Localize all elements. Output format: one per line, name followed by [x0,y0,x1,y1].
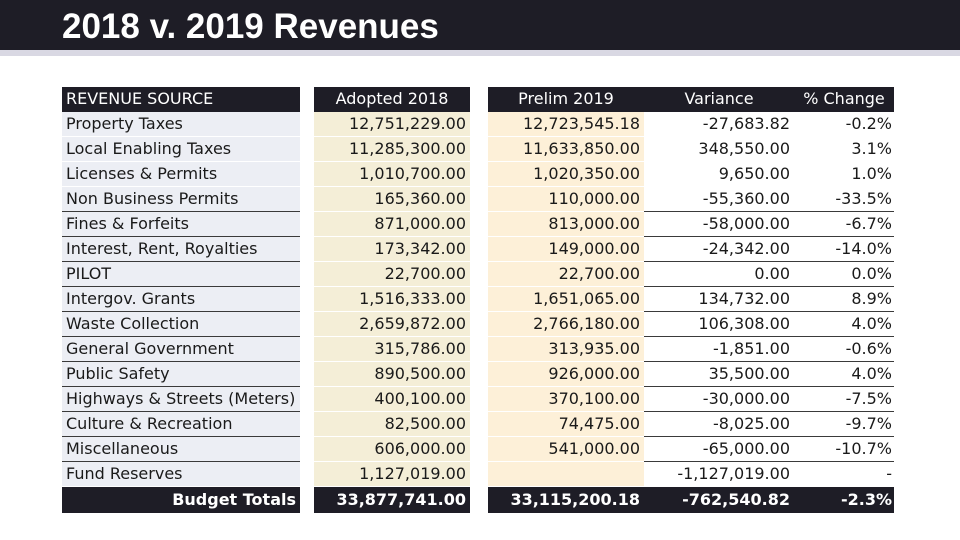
header-revenue-source: REVENUE SOURCE [62,87,300,112]
total-variance: -762,540.82 [644,487,794,513]
cell-adopted-2018: 1,010,700.00 [314,162,470,187]
cell-adopted-2018: 11,285,300.00 [314,137,470,162]
cell-source: PILOT [62,262,300,287]
cell-prelim-2019 [488,462,644,487]
cell-source: Licenses & Permits [62,162,300,187]
cell-variance: -58,000.00 [644,212,794,237]
cell-variance: 134,732.00 [644,287,794,312]
column-adopted-2018: Adopted 2018 12,751,229.00 11,285,300.00 1… [314,87,470,513]
cell-source: Public Safety [62,362,300,387]
cell-adopted-2018: 1,516,333.00 [314,287,470,312]
cell-prelim-2019: 12,723,545.18 [488,112,644,137]
cell-source: Fund Reserves [62,462,300,487]
slide-title: 2018 v. 2019 Revenues [62,7,439,46]
header-pct-change: % Change [794,87,894,112]
header-variance: Variance [644,87,794,112]
cell-variance: -55,360.00 [644,187,794,212]
cell-source: Miscellaneous [62,437,300,462]
cell-pct-change: -0.2% [794,112,894,137]
cell-adopted-2018: 400,100.00 [314,387,470,412]
column-pct-change: % Change -0.2% 3.1% 1.0% -33.5% -6.7% -14.0% 0… [794,87,894,513]
cell-variance: -1,127,019.00 [644,462,794,487]
cell-prelim-2019: 813,000.00 [488,212,644,237]
cell-pct-change: 3.1% [794,137,894,162]
header-adopted-2018: Adopted 2018 [314,87,470,112]
cell-variance: 9,650.00 [644,162,794,187]
cell-variance: -27,683.82 [644,112,794,137]
cell-pct-change: -7.5% [794,387,894,412]
cell-prelim-2019: 370,100.00 [488,387,644,412]
total-prelim-2019: 33,115,200.18 [488,487,644,513]
title-bar [0,0,960,50]
cell-pct-change: 0.0% [794,262,894,287]
cell-prelim-2019: 926,000.00 [488,362,644,387]
total-adopted-2018: 33,877,741.00 [314,487,470,513]
cell-prelim-2019: 1,651,065.00 [488,287,644,312]
cell-source: Property Taxes [62,112,300,137]
cell-variance: -1,851.00 [644,337,794,362]
cell-source: Non Business Permits [62,187,300,212]
cell-source: Local Enabling Taxes [62,137,300,162]
cell-pct-change: - [794,462,894,487]
cell-adopted-2018: 165,360.00 [314,187,470,212]
cell-pct-change: -6.7% [794,212,894,237]
cell-adopted-2018: 82,500.00 [314,412,470,437]
cell-prelim-2019: 22,700.00 [488,262,644,287]
cell-pct-change: -10.7% [794,437,894,462]
title-accent-bar [0,50,960,56]
cell-variance: -30,000.00 [644,387,794,412]
cell-prelim-2019: 74,475.00 [488,412,644,437]
cell-variance: -8,025.00 [644,412,794,437]
cell-prelim-2019: 313,935.00 [488,337,644,362]
cell-source: Intergov. Grants [62,287,300,312]
cell-prelim-2019: 541,000.00 [488,437,644,462]
total-label: Budget Totals [62,487,300,513]
cell-variance: 348,550.00 [644,137,794,162]
cell-pct-change: 4.0% [794,362,894,387]
cell-variance: -65,000.00 [644,437,794,462]
cell-adopted-2018: 22,700.00 [314,262,470,287]
column-variance: Variance -27,683.82 348,550.00 9,650.00 -55… [644,87,794,513]
cell-source: General Government [62,337,300,362]
cell-pct-change: -14.0% [794,237,894,262]
cell-pct-change: 1.0% [794,162,894,187]
cell-pct-change: 8.9% [794,287,894,312]
total-pct-change: -2.3% [794,487,894,513]
cell-variance: -24,342.00 [644,237,794,262]
cell-source: Culture & Recreation [62,412,300,437]
cell-adopted-2018: 871,000.00 [314,212,470,237]
cell-adopted-2018: 606,000.00 [314,437,470,462]
cell-adopted-2018: 2,659,872.00 [314,312,470,337]
cell-source: Waste Collection [62,312,300,337]
cell-adopted-2018: 890,500.00 [314,362,470,387]
header-prelim-2019: Prelim 2019 [488,87,644,112]
cell-prelim-2019: 110,000.00 [488,187,644,212]
cell-variance: 35,500.00 [644,362,794,387]
cell-prelim-2019: 1,020,350.00 [488,162,644,187]
cell-prelim-2019: 11,633,850.00 [488,137,644,162]
cell-adopted-2018: 12,751,229.00 [314,112,470,137]
column-revenue-source: REVENUE SOURCE Property Taxes Local Enabl… [62,87,300,513]
cell-variance: 0.00 [644,262,794,287]
cell-adopted-2018: 173,342.00 [314,237,470,262]
cell-source: Fines & Forfeits [62,212,300,237]
cell-source: Interest, Rent, Royalties [62,237,300,262]
cell-adopted-2018: 1,127,019.00 [314,462,470,487]
cell-source: Highways & Streets (Meters) [62,387,300,412]
cell-pct-change: 4.0% [794,312,894,337]
cell-pct-change: -33.5% [794,187,894,212]
column-prelim-2019: Prelim 2019 12,723,545.18 11,633,850.00 1,… [488,87,644,513]
cell-prelim-2019: 149,000.00 [488,237,644,262]
cell-variance: 106,308.00 [644,312,794,337]
cell-pct-change: -0.6% [794,337,894,362]
cell-prelim-2019: 2,766,180.00 [488,312,644,337]
cell-pct-change: -9.7% [794,412,894,437]
cell-adopted-2018: 315,786.00 [314,337,470,362]
